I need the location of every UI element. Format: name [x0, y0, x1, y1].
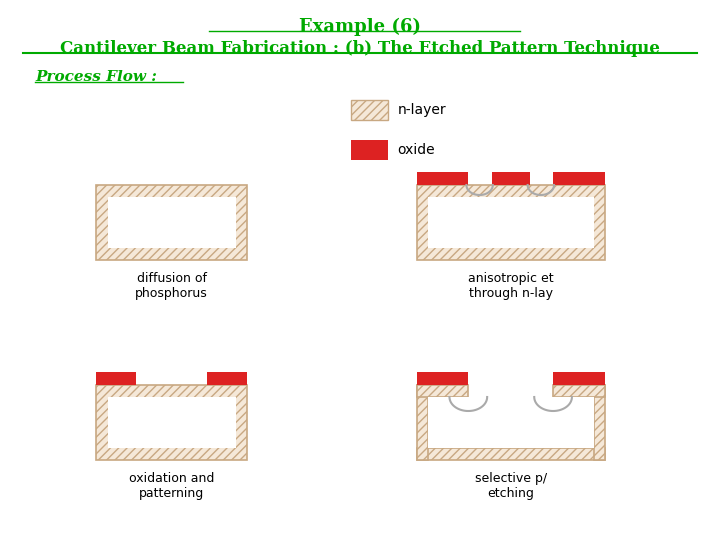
Bar — [553, 172, 605, 185]
Bar — [593, 385, 605, 460]
Text: n-layer: n-layer — [397, 103, 446, 117]
Bar — [416, 448, 605, 460]
Bar — [553, 385, 605, 397]
Bar — [207, 372, 247, 385]
Bar — [416, 385, 428, 460]
Bar — [96, 372, 136, 385]
Text: anisotropic et
through n-lay: anisotropic et through n-lay — [468, 272, 554, 300]
Text: Example (6): Example (6) — [299, 18, 421, 36]
Bar — [96, 185, 247, 260]
Bar — [351, 100, 388, 120]
Bar — [416, 185, 605, 260]
Text: Process Flow :: Process Flow : — [35, 70, 157, 84]
Text: Cantilever Beam Fabrication : (b) The Etched Pattern Technique: Cantilever Beam Fabrication : (b) The Et… — [60, 40, 660, 57]
Bar — [107, 397, 235, 448]
Bar — [428, 197, 593, 248]
Bar — [492, 172, 529, 185]
Bar — [553, 372, 605, 385]
Text: oxidation and
patterning: oxidation and patterning — [129, 472, 215, 500]
Text: oxide: oxide — [397, 143, 436, 157]
Text: diffusion of
phosphorus: diffusion of phosphorus — [135, 272, 208, 300]
Bar — [96, 385, 247, 460]
Bar — [351, 140, 388, 160]
Bar — [107, 197, 235, 248]
Bar — [416, 372, 468, 385]
Bar — [428, 397, 593, 448]
Bar — [416, 385, 468, 397]
Bar — [416, 172, 468, 185]
Text: selective p/
etching: selective p/ etching — [474, 472, 546, 500]
